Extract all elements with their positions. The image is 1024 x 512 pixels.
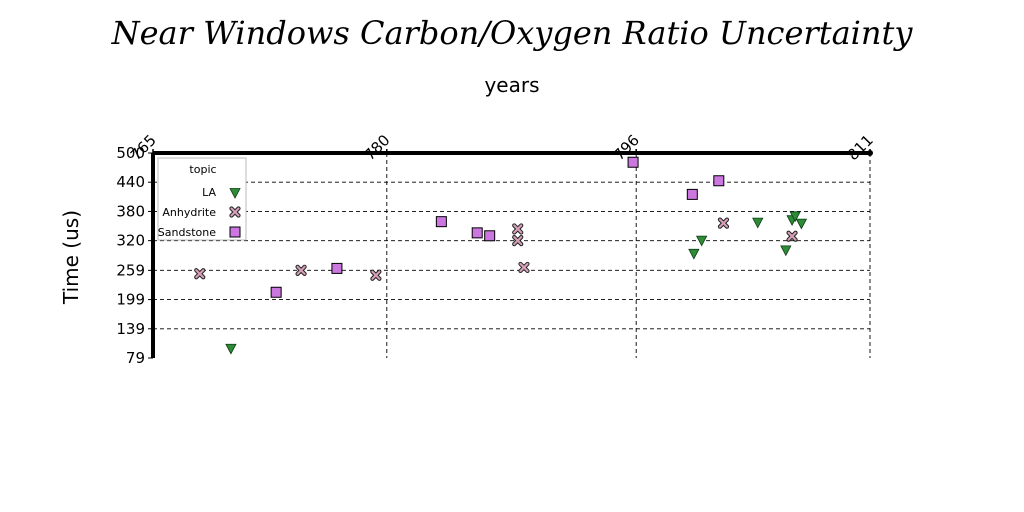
chart-title: Near Windows Carbon/Oxygen Ratio Uncerta… [111, 14, 914, 52]
y-tick-label: 79 [126, 349, 145, 367]
point-sandstone [331, 262, 343, 274]
point-anhydrite-stroke [718, 218, 729, 228]
point-sandstone [471, 227, 483, 239]
point-la [789, 211, 801, 223]
legend-marker-sandstone [229, 226, 241, 238]
point-la [688, 248, 700, 260]
y-tick-label: 440 [116, 173, 145, 191]
point-anhydrite-stroke [371, 270, 381, 280]
point-sandstone [713, 175, 725, 187]
point-anhydrite [518, 261, 530, 274]
point-anhydrite [717, 217, 730, 229]
point-anhydrite [295, 264, 307, 276]
point-anhydrite-stroke [296, 265, 306, 275]
point-anhydrite-stroke [513, 236, 523, 246]
axes [148, 149, 873, 359]
point-la [795, 218, 808, 230]
y-axis-label: Time (us) [59, 210, 83, 305]
legend-title: topic [189, 163, 216, 176]
point-la [225, 343, 237, 355]
legend-label: LA [202, 186, 216, 199]
point-anhydrite-stroke [519, 262, 529, 273]
data-points [194, 156, 808, 355]
point-sandstone [435, 216, 447, 228]
point-anhydrite [512, 235, 524, 247]
legend: topic LA Anhydrite Sandstone [157, 157, 247, 241]
y-tick-label: 500 [116, 144, 145, 162]
y-tick-label: 199 [116, 291, 145, 309]
legend-marker-anhydrite [229, 206, 241, 218]
point-anhydrite [370, 269, 382, 281]
x-tick-label: 811 [844, 131, 877, 164]
point-sandstone [686, 188, 698, 200]
legend-marker-la [229, 188, 241, 199]
x-axis-label: years [484, 73, 539, 97]
x-tick-label: 780 [361, 131, 394, 164]
legend-label: Sandstone [158, 226, 216, 239]
y-tick-label: 320 [116, 232, 145, 250]
point-sandstone [627, 156, 639, 168]
point-anhydrite-stroke [787, 231, 797, 241]
legend-marker-anhydrite-stroke [230, 207, 240, 217]
y-tick-label: 380 [116, 202, 145, 220]
point-anhydrite-stroke [195, 269, 205, 279]
y-tick-label: 139 [116, 320, 145, 338]
point-anhydrite [512, 223, 524, 235]
point-anhydrite [194, 268, 206, 280]
point-anhydrite [786, 230, 798, 242]
y-tick-label: 259 [116, 261, 145, 279]
point-la [752, 217, 764, 229]
point-sandstone [484, 230, 496, 242]
legend-box [157, 157, 247, 241]
grid-lines [153, 153, 871, 358]
point-anhydrite-stroke [513, 224, 523, 234]
point-la [695, 235, 708, 247]
point-sandstone [270, 286, 282, 298]
point-la [780, 245, 792, 257]
axis-end-dot [867, 150, 873, 156]
legend-label: Anhydrite [162, 206, 216, 219]
